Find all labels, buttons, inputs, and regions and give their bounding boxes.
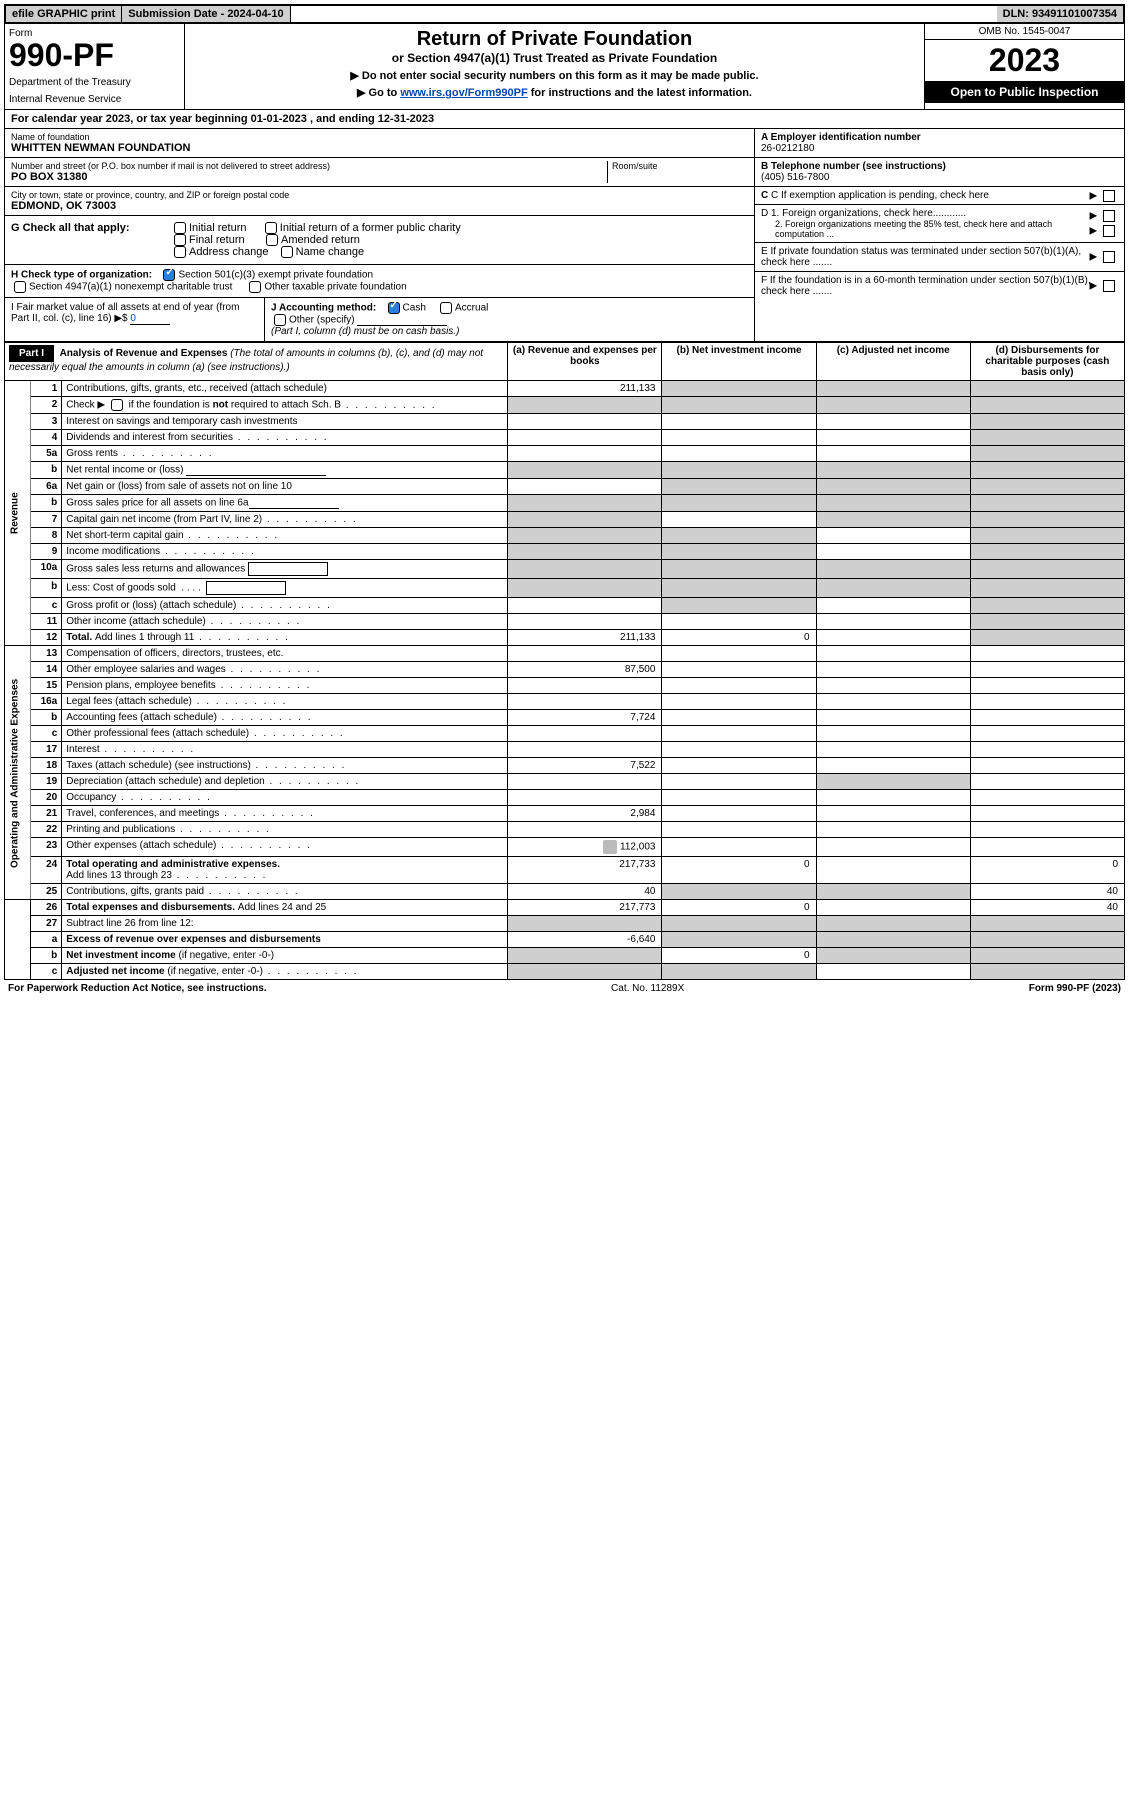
form-header: Form 990-PF Department of the Treasury I… [4, 24, 1125, 110]
l25-d: 40 [970, 884, 1124, 900]
col-c-hdr: (c) Adjusted net income [816, 343, 970, 381]
dept-treasury: Department of the Treasury [9, 77, 180, 88]
ein-value: 26-0212180 [761, 143, 814, 154]
check-addr-change[interactable] [174, 246, 186, 258]
name-label: Name of foundation [11, 132, 748, 142]
l24-b: 0 [662, 857, 816, 884]
check-d2[interactable] [1103, 225, 1115, 237]
part1-table: Part I Analysis of Revenue and Expenses … [4, 342, 1125, 980]
section-g: G Check all that apply: Initial return I… [5, 216, 754, 265]
check-schb[interactable] [111, 399, 123, 411]
efile-label: efile GRAPHIC print [6, 6, 122, 22]
entity-info: Name of foundation WHITTEN NEWMAN FOUNDA… [4, 129, 1125, 342]
open-inspection: Open to Public Inspection [925, 81, 1124, 103]
phone-label: B Telephone number (see instructions) [761, 161, 946, 172]
form-link-line: ▶ Go to www.irs.gov/Form990PF for instru… [195, 86, 914, 99]
top-bar: efile GRAPHIC print Submission Date - 20… [4, 4, 1125, 24]
l27a-a: -6,640 [508, 932, 662, 948]
section-d2: 2. Foreign organizations meeting the 85%… [761, 219, 1098, 239]
check-f[interactable] [1103, 280, 1115, 292]
l14-a: 87,500 [508, 662, 662, 678]
check-amended[interactable] [266, 234, 278, 246]
form-number: 990-PF [9, 39, 180, 71]
col-d-hdr: (d) Disbursements for charitable purpose… [970, 343, 1124, 381]
l26-b: 0 [662, 900, 816, 916]
l18-a: 7,522 [508, 758, 662, 774]
side-revenue: Revenue [5, 381, 31, 646]
page-footer: For Paperwork Reduction Act Notice, see … [4, 980, 1125, 997]
check-accrual[interactable] [440, 302, 452, 314]
check-c[interactable] [1103, 190, 1115, 202]
check-e[interactable] [1103, 251, 1115, 263]
omb-number: OMB No. 1545-0047 [925, 24, 1124, 40]
l16b-a: 7,724 [508, 710, 662, 726]
l25-a: 40 [508, 884, 662, 900]
section-f: F If the foundation is in a 60-month ter… [761, 275, 1091, 297]
part1-label: Part I [9, 345, 54, 362]
l26-a: 217,773 [508, 900, 662, 916]
check-final-return[interactable] [174, 234, 186, 246]
check-cash[interactable] [388, 302, 400, 314]
l26-d: 40 [970, 900, 1124, 916]
check-other-method[interactable] [274, 314, 286, 326]
foundation-name: WHITTEN NEWMAN FOUNDATION [11, 142, 748, 154]
section-h: H Check type of organization: Section 50… [5, 265, 754, 298]
check-name-change[interactable] [281, 246, 293, 258]
footer-mid: Cat. No. 11289X [611, 983, 684, 994]
l24-d: 0 [970, 857, 1124, 884]
form-subtitle: or Section 4947(a)(1) Trust Treated as P… [195, 51, 914, 65]
l21-a: 2,984 [508, 806, 662, 822]
section-d1: D 1. Foreign organizations, check here..… [761, 208, 1098, 219]
check-other-taxable[interactable] [249, 281, 261, 293]
addr-label: Number and street (or P.O. box number if… [11, 161, 603, 171]
tax-year: 2023 [925, 40, 1124, 81]
col-b-hdr: (b) Net investment income [662, 343, 816, 381]
ein-label: A Employer identification number [761, 132, 921, 143]
submission-date: Submission Date - 2024-04-10 [122, 6, 290, 22]
l1-a: 211,133 [508, 381, 662, 397]
l23-a: 112,003 [508, 838, 662, 857]
address: PO BOX 31380 [11, 171, 603, 183]
check-initial-return[interactable] [174, 222, 186, 234]
check-d1[interactable] [1103, 210, 1115, 222]
fmv-value: 0 [130, 313, 170, 325]
section-e: E If private foundation status was termi… [761, 246, 1081, 268]
l12-b: 0 [662, 630, 816, 646]
section-ij: I Fair market value of all assets at end… [5, 298, 754, 341]
side-expenses: Operating and Administrative Expenses [5, 646, 31, 900]
check-initial-former[interactable] [265, 222, 277, 234]
footer-left: For Paperwork Reduction Act Notice, see … [8, 983, 267, 994]
section-c: C If exemption application is pending, c… [771, 190, 989, 201]
irs-link[interactable]: www.irs.gov/Form990PF [400, 87, 527, 99]
l27b-b: 0 [662, 948, 816, 964]
dln: DLN: 93491101007354 [997, 6, 1123, 22]
room-label: Room/suite [612, 161, 748, 171]
calendar-year-row: For calendar year 2023, or tax year begi… [4, 110, 1125, 129]
phone-value: (405) 516-7800 [761, 172, 829, 183]
l24-a: 217,733 [508, 857, 662, 884]
col-a-hdr: (a) Revenue and expenses per books [508, 343, 662, 381]
check-501c3[interactable] [163, 269, 175, 281]
irs-label: Internal Revenue Service [9, 94, 180, 105]
l12-a: 211,133 [508, 630, 662, 646]
city-state-zip: EDMOND, OK 73003 [11, 200, 748, 212]
form-warning: ▶ Do not enter social security numbers o… [195, 69, 914, 82]
form-title: Return of Private Foundation [195, 28, 914, 51]
city-label: City or town, state or province, country… [11, 190, 748, 200]
check-4947[interactable] [14, 281, 26, 293]
schedule-icon[interactable] [603, 840, 617, 854]
footer-right: Form 990-PF (2023) [1029, 983, 1121, 994]
